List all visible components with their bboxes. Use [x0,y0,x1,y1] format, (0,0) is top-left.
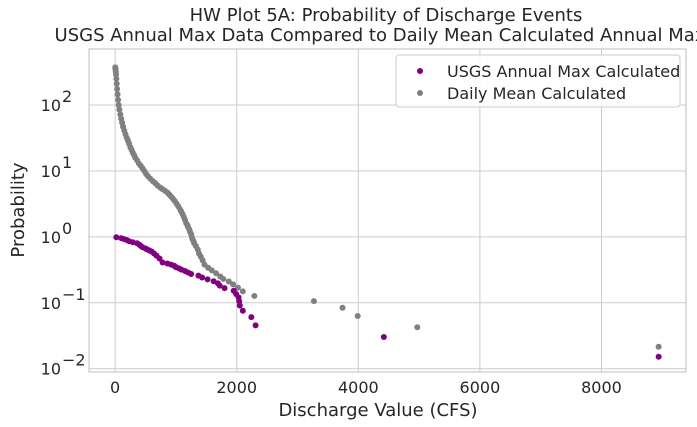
data-point [239,307,246,314]
legend-marker-daily-mean [417,90,423,96]
data-point [339,304,346,311]
data-point [380,333,387,340]
x-tick-labels: 0 2000 4000 6000 8000 [110,378,622,397]
plot-frame [88,48,687,373]
data-point [239,288,246,295]
y-tick-label: 10 [41,360,61,379]
data-point [354,313,361,320]
x-tick-label: 6000 [460,378,501,397]
x-tick-label: 0 [110,378,120,397]
data-point [113,234,120,241]
data-point [414,324,421,331]
series-usgs-annual-max-calculated [113,234,662,360]
legend: USGS Annual Max Calculated Daily Mean Ca… [395,54,681,108]
data-point [114,86,121,93]
series-daily-mean-calculated [112,64,662,350]
data-point [225,278,232,285]
legend-label-usgs-annual-max: USGS Annual Max Calculated [447,62,680,81]
data-point [115,96,122,103]
legend-label-daily-mean: Daily Mean Calculated [447,84,626,103]
data-point [310,298,317,305]
data-point [252,322,259,329]
data-point [230,281,237,288]
data-point [115,102,122,109]
y-tick-exponent: −2 [62,351,86,370]
y-tick-label: 10 [41,228,61,247]
y-axis-label: Probability [8,162,29,257]
data-point [221,285,228,292]
x-tick-label: 2000 [216,378,257,397]
data-point [236,302,243,309]
x-tick-label: 8000 [581,378,622,397]
data-point [204,276,211,283]
data-point [117,111,124,118]
data-point [210,278,217,285]
data-point [217,273,224,280]
chart-title-line-1: HW Plot 5A: Probability of Discharge Eve… [190,5,583,26]
data-point [248,314,255,321]
y-tick-exponent: 2 [62,87,72,106]
data-point [195,272,202,279]
x-axis-label: Discharge Value (CFS) [278,400,477,421]
data-point [112,64,119,71]
y-tick-exponent: −1 [62,285,86,304]
data-point [234,284,241,291]
data-point [655,343,662,350]
data-point [251,292,258,299]
y-tick-exponent: 0 [62,219,72,238]
data-point [118,235,125,242]
scatter-points [112,64,662,360]
y-tick-exponent: 1 [62,153,72,172]
data-point [164,260,171,267]
chart-title-line-2: USGS Annual Max Data Compared to Daily M… [55,25,697,46]
y-tick-label: 10 [41,96,61,115]
legend-marker-usgs-annual-max [417,68,423,74]
data-point [213,270,220,277]
y-tick-label: 10 [41,294,61,313]
legend-box [395,54,681,108]
data-point [113,80,120,87]
data-point [230,287,237,294]
data-point [655,353,662,360]
data-point [116,106,123,113]
data-point [114,91,121,98]
x-tick-label: 4000 [338,378,379,397]
y-tick-label: 10 [41,162,61,181]
